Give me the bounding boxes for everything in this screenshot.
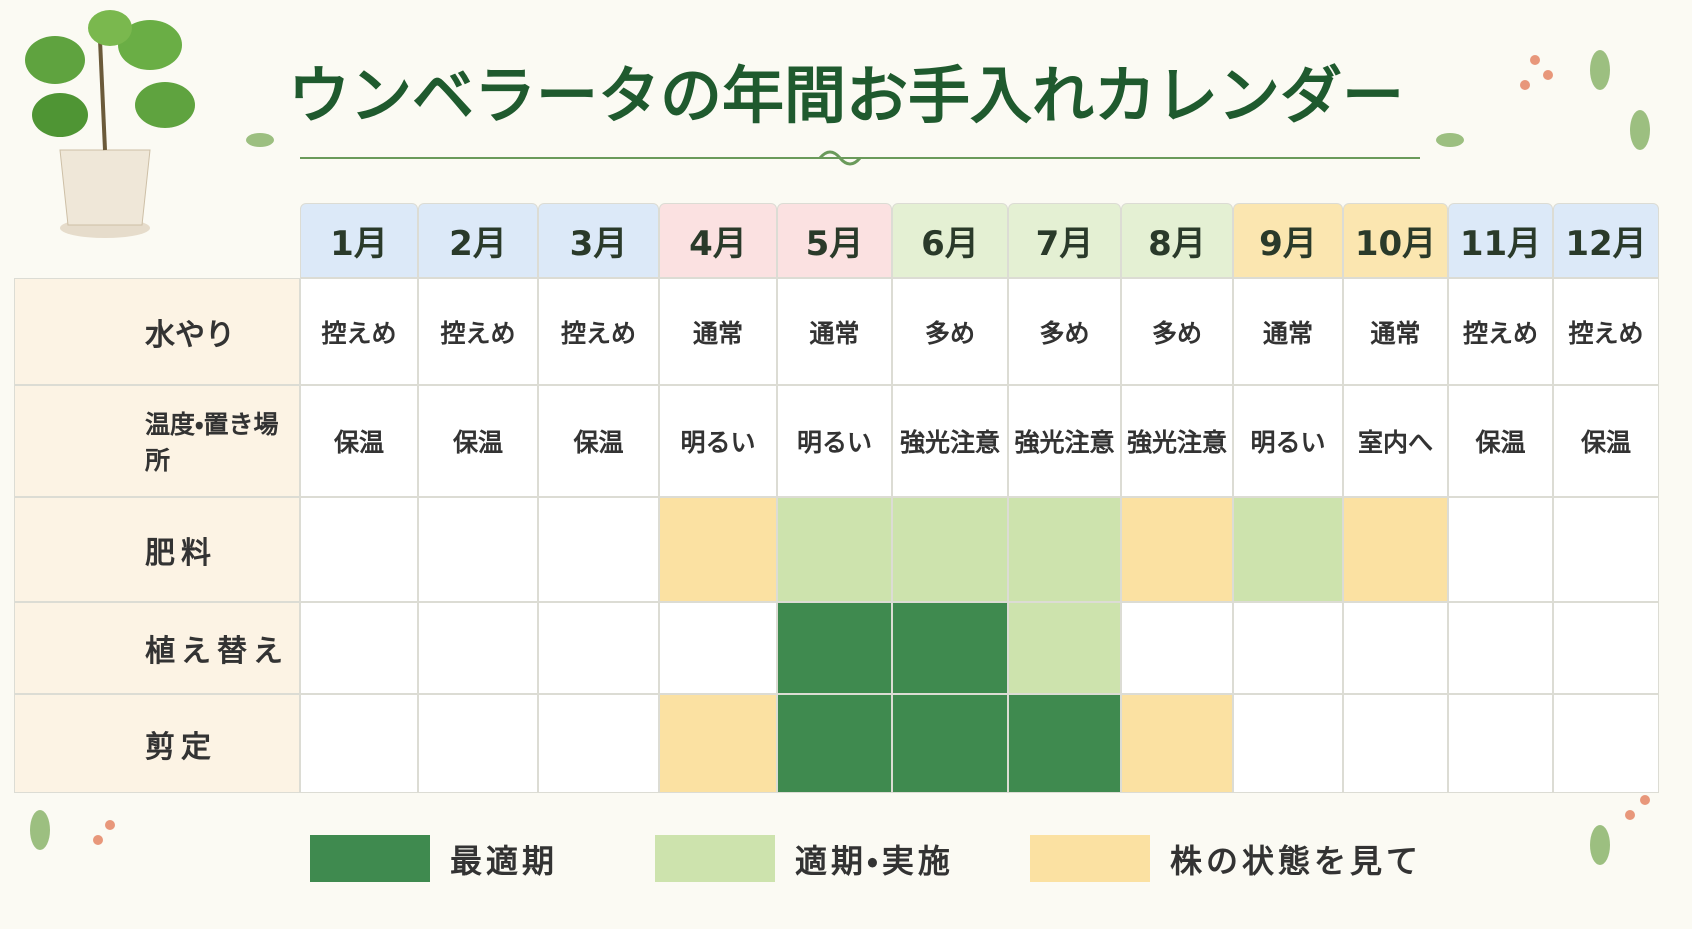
title: ウンベラータの年間お手入れカレンダー (287, 59, 1404, 132)
row-label: 水やり (14, 278, 300, 385)
empty-cell (1553, 694, 1659, 793)
legend-label: 適期・実施 (795, 841, 954, 880)
month-header: 9月 (1233, 203, 1343, 278)
empty-cell (659, 602, 777, 694)
table-cell: 通常 (659, 278, 777, 385)
month-header: 11月 (1448, 203, 1553, 278)
table-cell: 明るい (659, 385, 777, 497)
empty-cell (538, 694, 659, 793)
month-header: 2月 (418, 203, 538, 278)
legend-label: 最適期 (450, 841, 559, 880)
table-cell: 明るい (777, 385, 892, 497)
empty-cell (1448, 497, 1553, 602)
empty-cell (1343, 694, 1448, 793)
legend-swatch (310, 835, 430, 882)
empty-cell (300, 602, 418, 694)
table-cell: 室内へ (1343, 385, 1448, 497)
empty-cell (418, 694, 538, 793)
table-cell: 明るい (1233, 385, 1343, 497)
legend-swatch (655, 835, 775, 882)
table-cell: 控えめ (300, 278, 418, 385)
schedule-cell (777, 602, 892, 694)
table-cell: 保温 (538, 385, 659, 497)
table-cell: 通常 (1233, 278, 1343, 385)
schedule-cell (892, 694, 1008, 793)
legend-swatch (1030, 835, 1150, 882)
month-header: 4月 (659, 203, 777, 278)
schedule-cell (1008, 497, 1121, 602)
month-header: 3月 (538, 203, 659, 278)
schedule-cell (777, 694, 892, 793)
empty-cell (1553, 602, 1659, 694)
table-cell: 控えめ (1553, 278, 1659, 385)
empty-cell (300, 694, 418, 793)
schedule-cell (892, 602, 1008, 694)
month-header: 1月 (300, 203, 418, 278)
schedule-cell (1121, 694, 1233, 793)
schedule-cell (1233, 497, 1343, 602)
table-cell: 多め (1008, 278, 1121, 385)
table-cell: 控えめ (538, 278, 659, 385)
schedule-cell (659, 497, 777, 602)
table-cell: 通常 (777, 278, 892, 385)
row-label: 肥料 (14, 497, 300, 602)
schedule-cell (892, 497, 1008, 602)
schedule-cell (1343, 497, 1448, 602)
schedule-cell (1008, 694, 1121, 793)
table-cell: 強光注意 (892, 385, 1008, 497)
table-cell: 保温 (418, 385, 538, 497)
table-cell: 保温 (1448, 385, 1553, 497)
table-cell: 通常 (1343, 278, 1448, 385)
table-cell: 多め (1121, 278, 1233, 385)
legend-label: 株の状態を見て (1170, 841, 1423, 880)
empty-cell (1448, 694, 1553, 793)
empty-cell (418, 602, 538, 694)
month-header: 5月 (777, 203, 892, 278)
table-cell: 控えめ (1448, 278, 1553, 385)
month-header: 7月 (1008, 203, 1121, 278)
schedule-cell (1008, 602, 1121, 694)
schedule-cell (1121, 497, 1233, 602)
empty-cell (1448, 602, 1553, 694)
table-cell: 保温 (1553, 385, 1659, 497)
empty-cell (1233, 602, 1343, 694)
empty-cell (1233, 694, 1343, 793)
month-header: 8月 (1121, 203, 1233, 278)
row-label: 剪定 (14, 694, 300, 793)
table-cell: 保温 (300, 385, 418, 497)
empty-cell (538, 497, 659, 602)
empty-cell (1121, 602, 1233, 694)
schedule-cell (777, 497, 892, 602)
row-label: 植え替え (14, 602, 300, 694)
empty-cell (418, 497, 538, 602)
table-cell: 控えめ (418, 278, 538, 385)
month-header: 12月 (1553, 203, 1659, 278)
row-label: 温度・置き場所 (14, 385, 300, 497)
schedule-cell (659, 694, 777, 793)
empty-cell (1553, 497, 1659, 602)
empty-cell (1343, 602, 1448, 694)
table-cell: 多め (892, 278, 1008, 385)
table-cell: 強光注意 (1008, 385, 1121, 497)
month-header: 6月 (892, 203, 1008, 278)
table-cell: 強光注意 (1121, 385, 1233, 497)
empty-cell (300, 497, 418, 602)
month-header: 10月 (1343, 203, 1448, 278)
empty-cell (538, 602, 659, 694)
